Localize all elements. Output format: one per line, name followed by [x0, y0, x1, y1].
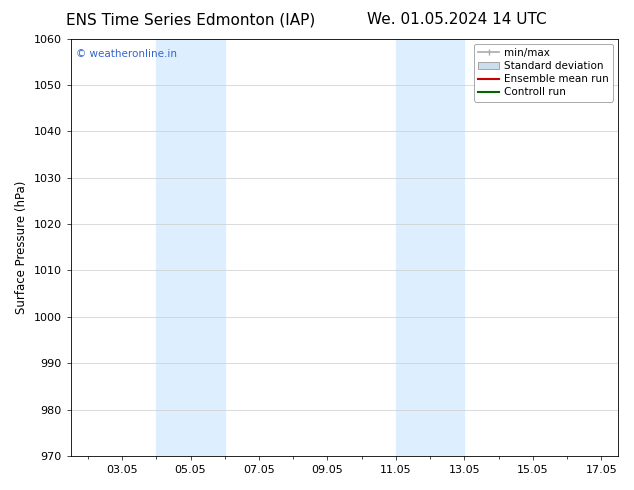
Bar [396, 39, 465, 456]
Legend: min/max, Standard deviation, Ensemble mean run, Controll run: min/max, Standard deviation, Ensemble me… [474, 44, 613, 101]
Y-axis label: Surface Pressure (hPa): Surface Pressure (hPa) [15, 181, 28, 314]
Bar [157, 39, 225, 456]
Text: ENS Time Series Edmonton (IAP): ENS Time Series Edmonton (IAP) [65, 12, 315, 27]
Text: We. 01.05.2024 14 UTC: We. 01.05.2024 14 UTC [366, 12, 547, 27]
Text: © weatheronline.in: © weatheronline.in [76, 49, 177, 59]
